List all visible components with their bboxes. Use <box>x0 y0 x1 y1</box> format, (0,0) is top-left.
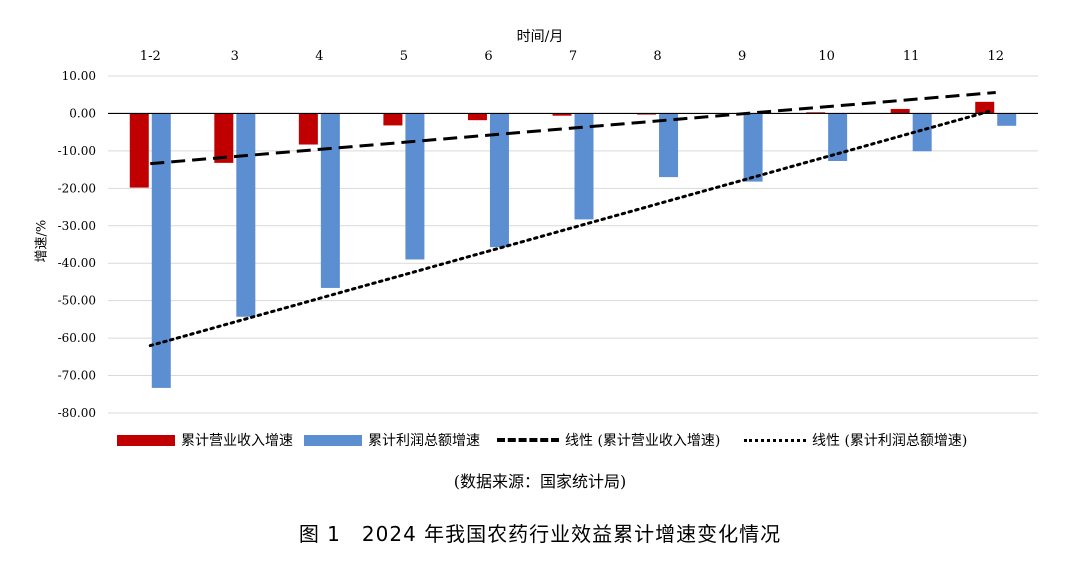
bar-profit-growth <box>828 113 848 161</box>
data-source-note: (数据来源：国家统计局) <box>453 472 627 491</box>
x-tick-label: 6 <box>484 49 492 64</box>
legend-label-revenue-trend: 线性 (累计营业收入增速) <box>565 433 721 449</box>
x-tick-label: 9 <box>738 49 746 64</box>
bar-revenue-growth <box>467 113 487 121</box>
y-tick-label: -80.00 <box>58 406 96 420</box>
trendline-revenue <box>150 90 996 166</box>
legend-item-profit: 累计利润总额增速 <box>304 429 480 451</box>
x-tick-label: 12 <box>987 49 1004 64</box>
legend: 累计营业收入增速 累计利润总额增速 线性 (累计营业收入增速) 线性 (累计利润… <box>0 429 1080 451</box>
y-tick-label: -50.00 <box>58 294 96 308</box>
x-tick-label: 7 <box>569 49 577 64</box>
y-axis-title: 增速/% <box>34 219 50 263</box>
legend-label-revenue: 累计营业收入增速 <box>181 433 293 449</box>
legend-label-profit: 累计利润总额增速 <box>368 433 480 449</box>
bar-profit-growth <box>743 113 763 182</box>
bar-profit-growth <box>912 113 932 152</box>
legend-item-revenue: 累计营业收入增速 <box>117 429 293 451</box>
bar-profit-growth <box>659 113 679 178</box>
bar-revenue-growth <box>552 113 572 116</box>
bar-profit-growth <box>574 113 594 220</box>
x-tick-label: 8 <box>653 49 661 64</box>
y-tick-label: -20.00 <box>58 181 96 195</box>
x-tick-label: 1-2 <box>140 49 161 64</box>
y-tick-label: -10.00 <box>58 144 96 158</box>
x-tick-label: 11 <box>903 49 920 64</box>
bar-profit-growth <box>489 113 509 248</box>
x-tick-label: 10 <box>818 49 835 64</box>
x-tick-label: 5 <box>400 49 408 64</box>
chart-area: 10.00 0.00 -10.00 -20.00 -30.00 -40.00 -50.00 -… <box>58 49 1038 420</box>
y-tick-label: -40.00 <box>58 256 96 270</box>
figure-caption: 图 1 2024 年我国农药行业效益累计增速变化情况 <box>298 522 782 546</box>
legend-item-revenue-trend: 线性 (累计营业收入增速) <box>497 429 720 451</box>
x-tick-label: 3 <box>231 49 239 64</box>
legend-label-profit-trend: 线性 (累计利润总额增速) <box>812 433 968 449</box>
bar-revenue-growth <box>214 113 234 163</box>
x-axis-title: 时间/月 <box>516 29 564 45</box>
bar-profit-growth <box>236 113 256 317</box>
bar-revenue-growth <box>975 101 995 114</box>
y-tick-label: 0.00 <box>69 106 96 120</box>
y-tick-label: -60.00 <box>58 331 96 345</box>
y-tick-label: -70.00 <box>58 369 96 383</box>
bar-revenue-growth <box>129 113 149 188</box>
bar-revenue-growth <box>298 113 318 145</box>
legend-swatch-revenue <box>117 434 175 446</box>
legend-swatch-profit-trend <box>744 438 806 442</box>
bar-revenue-growth <box>890 108 910 114</box>
legend-swatch-revenue-trend <box>497 438 559 442</box>
bar-revenue-growth <box>383 113 403 126</box>
legend-item-profit-trend: 线性 (累计利润总额增速) <box>744 429 967 451</box>
bar-profit-growth <box>320 113 340 288</box>
legend-swatch-profit <box>304 434 362 446</box>
x-tick-label: 4 <box>315 49 323 64</box>
y-tick-label: 10.00 <box>62 69 96 83</box>
trendline-profit <box>148 109 992 348</box>
bar-profit-growth <box>997 113 1017 126</box>
y-tick-label: -30.00 <box>58 219 96 233</box>
bar-profit-growth <box>405 113 425 260</box>
bar-profit-growth <box>151 113 171 388</box>
